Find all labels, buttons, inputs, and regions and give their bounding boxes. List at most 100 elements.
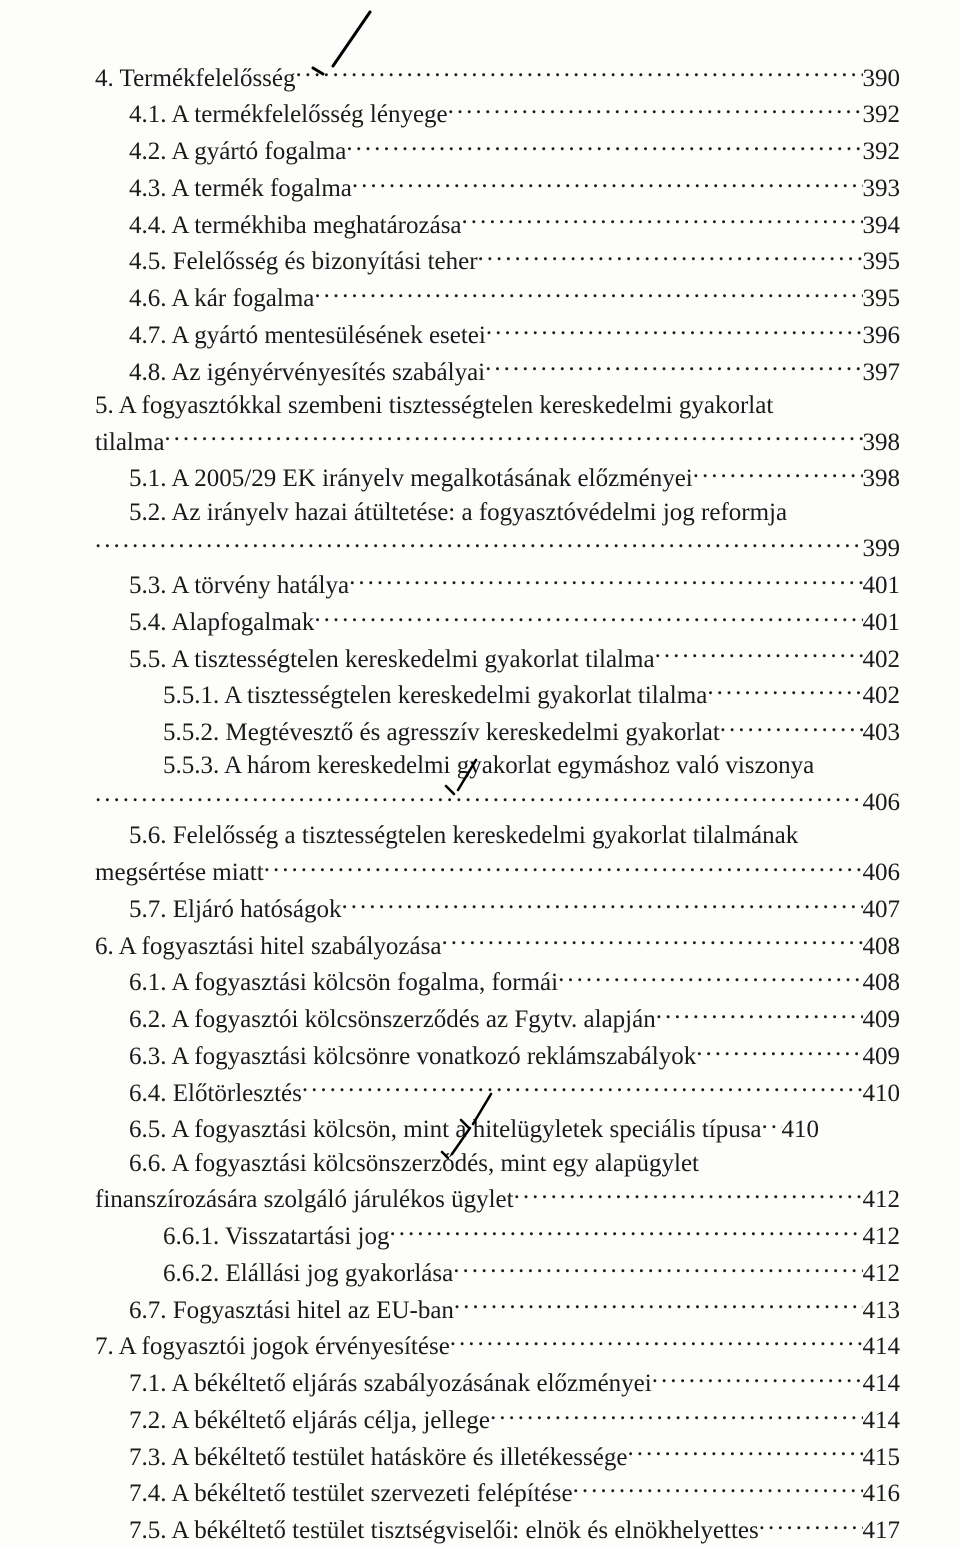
toc-leader-dots (296, 58, 863, 86)
toc-entry-label: 5.2. Az irányelv hazai átültetése: a fog… (129, 496, 787, 529)
toc-entry: 5. A fogyasztókkal szembeni tisztességte… (95, 389, 900, 422)
toc-entry-page: 390 (863, 62, 901, 95)
toc-leader-dots (573, 1474, 863, 1502)
toc-entry-label: 7. A fogyasztói jogok érvényesítése (95, 1330, 450, 1363)
toc-entry: 5.5. A tisztességtelen kereskedelmi gyak… (95, 639, 900, 676)
toc-leader-dots (95, 783, 863, 811)
toc-leader-dots (514, 1180, 863, 1208)
toc-leader-dots (95, 529, 863, 557)
toc-entry-label: 4. Termékfelelősség (95, 62, 296, 95)
toc-entry-label: 5.3. A törvény hatálya (129, 569, 349, 602)
toc-entry: 6.6. A fogyasztási kölcsönszerződés, min… (95, 1147, 900, 1180)
toc-entry-page: 409 (863, 1040, 901, 1073)
toc-entry-label: 4.5. Felelősség és bizonyítási teher (129, 245, 478, 278)
toc-leader-dots (486, 315, 863, 343)
toc-entry-page: 417 (863, 1514, 901, 1547)
toc-entry-page: 397 (863, 356, 901, 389)
toc-entry: 5.7. Eljáró hatóságok407 (95, 889, 900, 926)
toc-entry-page: 410 (863, 1077, 901, 1110)
toc-leader-dots (264, 853, 863, 881)
toc-leader-dots (627, 1437, 862, 1465)
toc-entry: 5.2. Az irányelv hazai átültetése: a fog… (95, 496, 900, 529)
toc-entry-page: 412 (863, 1220, 901, 1253)
toc-entry: 6.7. Fogyasztási hitel az EU-ban413 (95, 1290, 900, 1327)
toc-entry-label: 6. A fogyasztási hitel szabályozása (95, 930, 441, 963)
toc-page: 4. Termékfelelősség3904.1. A termékfelel… (0, 0, 960, 1398)
toc-leader-dots (454, 1290, 863, 1318)
toc-entry: 4.4. A termékhiba meghatározása 394 (95, 205, 900, 242)
toc-entry-label: 7.4. A békéltető testület szervezeti fel… (129, 1477, 573, 1510)
toc-entry-label: 4.1. A termékfelelősség lényege (129, 98, 448, 131)
toc-entry: 4.1. A termékfelelősség lényege 392 (95, 95, 900, 132)
toc-entry-page: 407 (863, 893, 901, 926)
toc-entry: 7.4. A békéltető testület szervezeti fel… (95, 1474, 900, 1511)
toc-entry: 399 (95, 529, 900, 566)
toc-entry-page: 395 (863, 282, 901, 315)
toc-leader-dots (349, 566, 862, 594)
toc-entry-page: 401 (863, 606, 901, 639)
toc-leader-dots (759, 1511, 863, 1539)
toc-entry: 4.5. Felelősség és bizonyítási teher 395 (95, 242, 900, 279)
toc-entry: 6.2. A fogyasztói kölcsönszerződés az Fg… (95, 1000, 900, 1037)
toc-leader-dots (448, 95, 863, 123)
toc-entry: 5.1. A 2005/29 EK irányelv megalkotásána… (95, 459, 900, 496)
toc-entry-label: 5. A fogyasztókkal szembeni tisztességte… (95, 389, 773, 422)
toc-entry-label: 6.1. A fogyasztási kölcsön fogalma, form… (129, 966, 558, 999)
toc-entry-page: 406 (863, 856, 901, 889)
toc-entry-page: 394 (863, 209, 901, 242)
toc-entry-label: 5.6. Felelősség a tisztességtelen keresk… (129, 819, 798, 852)
toc-leader-dots (346, 132, 862, 160)
toc-entry: 5.4. Alapfogalmak401 (95, 602, 900, 639)
toc-leader-dots (389, 1217, 862, 1245)
toc-entry-page: 401 (863, 569, 901, 602)
toc-entry-page: 415 (863, 1441, 901, 1474)
toc-entry-page: 416 (863, 1477, 901, 1510)
toc-entry: 6.5. A fogyasztási kölcsön, mint a hitel… (95, 1110, 900, 1147)
toc-entry: 5.5.3. A három kereskedelmi gyakorlat eg… (95, 749, 900, 782)
toc-entry-label: 6.7. Fogyasztási hitel az EU-ban (129, 1294, 454, 1327)
toc-leader-dots (720, 713, 863, 741)
toc-entry: 5.5.1. A tisztességtelen kereskedelmi gy… (95, 676, 900, 713)
toc-leader-dots (450, 1327, 863, 1355)
toc-entry-label: 5.5.2. Megtévesztő és agresszív keresked… (163, 716, 720, 749)
toc-entry-label: 6.6.2. Elállási jog gyakorlása (163, 1257, 453, 1290)
toc-entry: 7.1. A békéltető eljárás szabályozásának… (95, 1364, 900, 1401)
toc-leader-dots (707, 676, 862, 704)
toc-entry-page: 395 (863, 245, 901, 278)
toc-entry-page: 396 (863, 319, 901, 352)
toc-entry-page: 403 (863, 716, 901, 749)
toc-entry: 5.3. A törvény hatálya 401 (95, 566, 900, 603)
toc-entry-page: 412 (863, 1257, 901, 1290)
toc-entry: 4.6. A kár fogalma395 (95, 279, 900, 316)
toc-entry: 6.3. A fogyasztási kölcsönre vonatkozó r… (95, 1036, 900, 1073)
toc-entry: 4.8. Az igényérvényesítés szabályai 397 (95, 352, 900, 389)
toc-entry-page: 410 (782, 1113, 820, 1146)
toc-entry-label: 7.3. A békéltető testület hatásköre és i… (129, 1441, 627, 1474)
toc-entry-page: 398 (863, 462, 901, 495)
toc-entry: 5.6. Felelősség a tisztességtelen keresk… (95, 819, 900, 852)
toc-leader-dots (693, 459, 863, 487)
toc-entry-label: 6.2. A fogyasztói kölcsönszerződés az Fg… (129, 1003, 656, 1036)
toc-entry-page: 402 (863, 679, 901, 712)
toc-leader-dots (696, 1036, 862, 1064)
toc-list: 4. Termékfelelősség3904.1. A termékfelel… (95, 58, 900, 1547)
toc-entry-label: 7.1. A békéltető eljárás szabályozásának… (129, 1367, 652, 1400)
toc-entry-page: 408 (863, 930, 901, 963)
toc-leader-dots (485, 352, 862, 380)
toc-entry-page: 409 (863, 1003, 901, 1036)
toc-entry-label: 6.5. A fogyasztási kölcsön, mint a hitel… (129, 1113, 762, 1146)
toc-entry-label: 4.4. A termékhiba meghatározása (129, 209, 462, 242)
toc-entry-page: 392 (863, 98, 901, 131)
toc-leader-dots (453, 1253, 862, 1281)
toc-entry-label: 4.8. Az igényérvényesítés szabályai (129, 356, 485, 389)
toc-entry-label: 6.4. Előtörlesztés (129, 1077, 302, 1110)
toc-entry: 5.5.2. Megtévesztő és agresszív keresked… (95, 713, 900, 750)
toc-entry: 4.3. A termék fogalma393 (95, 168, 900, 205)
toc-entry-label: 6.6.1. Visszatartási jog (163, 1220, 389, 1253)
toc-entry-page: 414 (863, 1404, 901, 1437)
toc-entry: 7.3. A békéltető testület hatásköre és i… (95, 1437, 900, 1474)
toc-entry-page: 392 (863, 135, 901, 168)
toc-entry-label: tilalma (95, 426, 164, 459)
toc-entry: 7.5. A békéltető testület tisztségviselő… (95, 1511, 900, 1547)
toc-entry-page: 406 (863, 786, 901, 819)
